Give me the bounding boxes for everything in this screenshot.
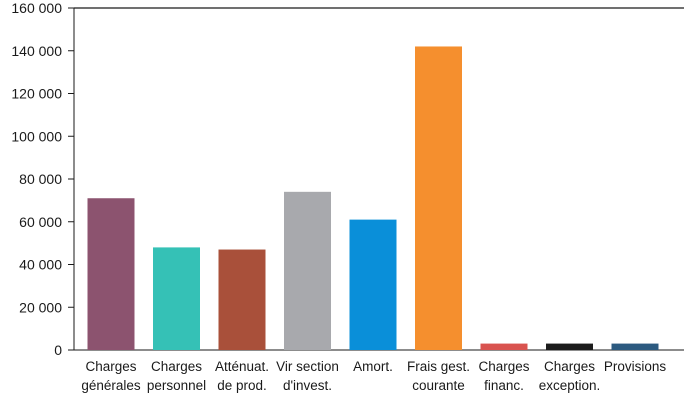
x-category-label: exception. <box>539 378 601 393</box>
x-category-label: de prod. <box>217 378 267 393</box>
bar <box>611 343 659 350</box>
y-tick-label: 40 000 <box>19 257 62 273</box>
y-tick-label: 100 000 <box>11 128 62 144</box>
x-category-label: financ. <box>484 378 524 393</box>
y-tick-label: 80 000 <box>19 171 62 187</box>
y-tick-label: 0 <box>54 342 62 358</box>
x-category-label: Atténuat. <box>215 359 269 374</box>
bars <box>87 46 659 350</box>
y-tick-label: 140 000 <box>11 43 62 59</box>
x-category-label: Charges <box>151 359 202 374</box>
x-category-label: personnel <box>147 378 206 393</box>
x-category-label: Frais gest. <box>407 359 470 374</box>
x-category-label: Charges <box>478 359 529 374</box>
x-category-label: Charges <box>544 359 595 374</box>
y-tick-label: 60 000 <box>19 214 62 230</box>
bar <box>284 191 331 350</box>
x-category-label: Vir section <box>276 359 339 374</box>
x-category-label: générales <box>81 378 141 393</box>
bar <box>480 343 528 350</box>
bar <box>415 46 462 350</box>
x-category-label: Provisions <box>604 359 667 374</box>
y-tick-label: 120 000 <box>11 86 62 102</box>
x-category-label: courante <box>412 378 465 393</box>
bar <box>349 219 397 350</box>
y-axis-ticks: 0 20 000 40 000 60 000 80 000 100 000 120 000 1… <box>11 0 74 358</box>
bar <box>218 249 266 350</box>
y-tick-label: 160 000 <box>11 0 62 16</box>
x-category-label: d'invest. <box>283 378 332 393</box>
bar <box>87 198 135 350</box>
bar <box>153 247 200 350</box>
x-category-label: Charges <box>85 359 136 374</box>
x-category-label: Amort. <box>353 359 393 374</box>
x-axis-labels: Charges générales Charges personnel Atténuat… <box>81 359 666 393</box>
bar <box>546 343 593 350</box>
y-tick-label: 20 000 <box>19 299 62 315</box>
